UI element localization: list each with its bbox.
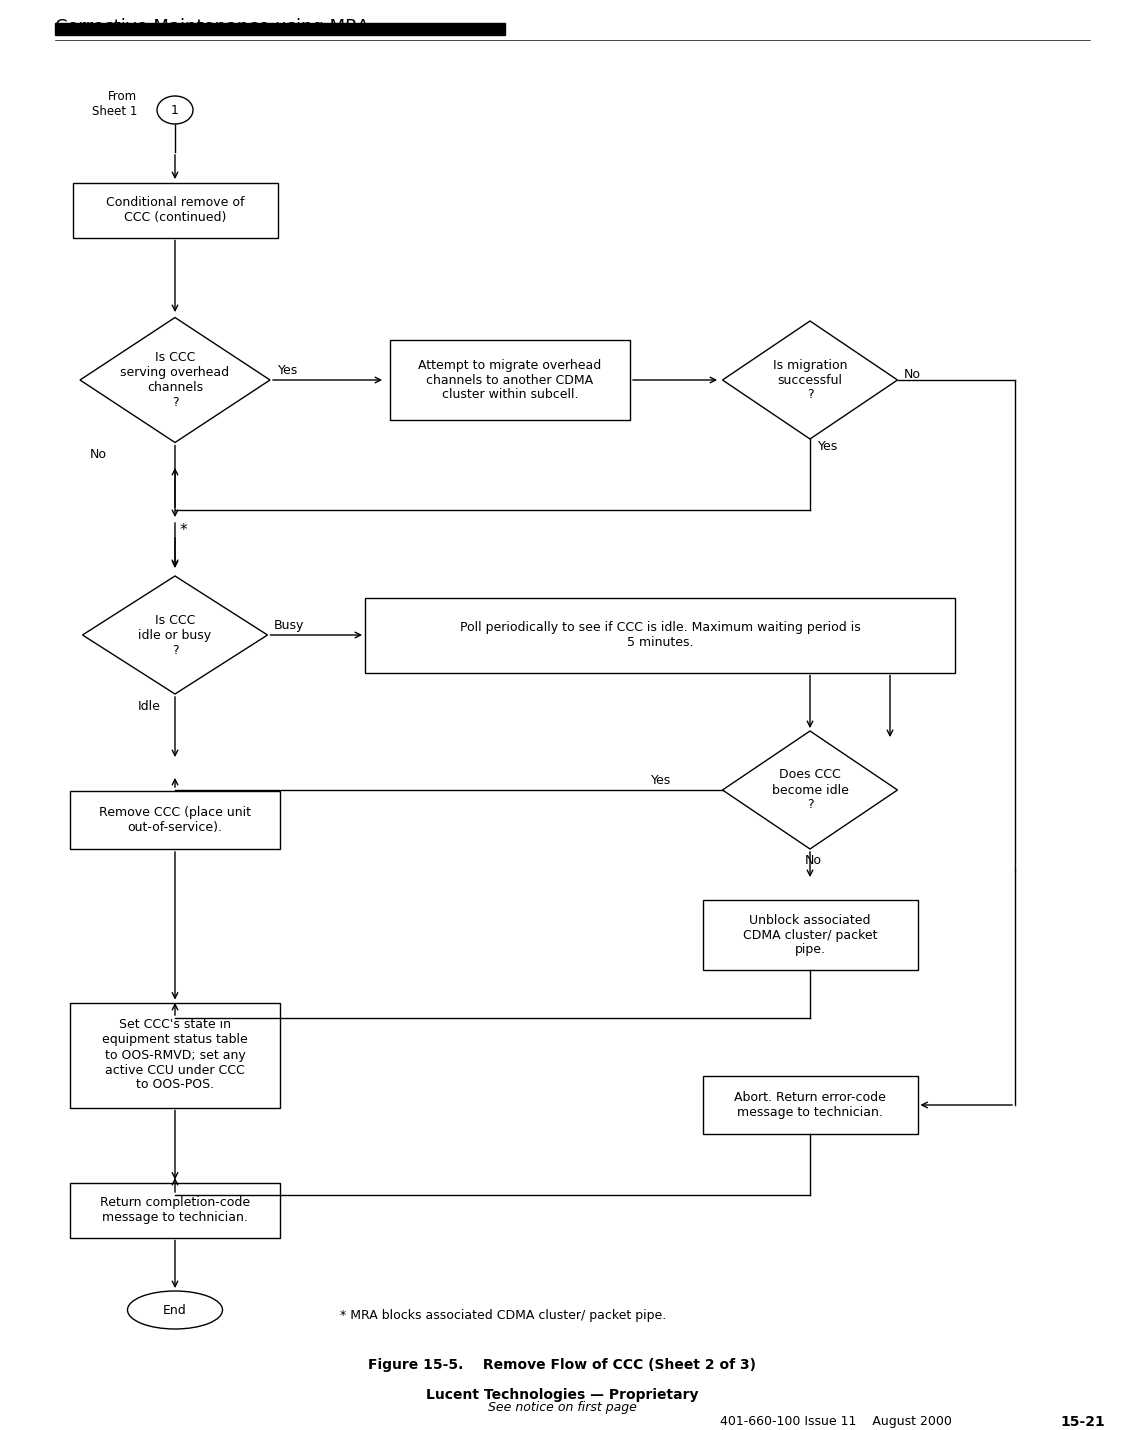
Text: * MRA blocks associated CDMA cluster/ packet pipe.: * MRA blocks associated CDMA cluster/ pa…	[340, 1308, 666, 1321]
Text: Is migration
successful
?: Is migration successful ?	[773, 359, 847, 402]
Text: Yes: Yes	[818, 440, 838, 453]
Text: Return completion-code
message to technician.: Return completion-code message to techni…	[100, 1195, 250, 1224]
Text: Yes: Yes	[650, 774, 670, 786]
Text: End: End	[163, 1304, 187, 1317]
Text: 401-660-100 Issue 11    August 2000: 401-660-100 Issue 11 August 2000	[720, 1416, 952, 1429]
Text: *: *	[180, 522, 188, 538]
Text: Poll periodically to see if CCC is idle. Maximum waiting period is
5 minutes.: Poll periodically to see if CCC is idle.…	[460, 621, 861, 649]
Text: Does CCC
become idle
?: Does CCC become idle ?	[772, 768, 848, 811]
Bar	[70, 791, 280, 849]
Bar	[55, 23, 505, 34]
Text: Corrective Maintenance using MRA: Corrective Maintenance using MRA	[55, 19, 369, 36]
Text: Set CCC's state in
equipment status table
to OOS-RMVD; set any
active CCU under : Set CCC's state in equipment status tabl…	[102, 1018, 248, 1091]
Text: Remove CCC (place unit
out-of-service).: Remove CCC (place unit out-of-service).	[99, 807, 251, 834]
Text: Idle: Idle	[137, 699, 161, 712]
Text: See notice on first page: See notice on first page	[487, 1401, 637, 1414]
Text: 1: 1	[171, 103, 179, 116]
Text: Conditional remove of
CCC (continued): Conditional remove of CCC (continued)	[106, 196, 244, 225]
Polygon shape	[80, 317, 270, 442]
Text: Busy: Busy	[273, 619, 304, 632]
Text: Figure 15-5.    Remove Flow of CCC (Sheet 2 of 3): Figure 15-5. Remove Flow of CCC (Sheet 2…	[368, 1358, 756, 1371]
Polygon shape	[82, 576, 268, 694]
Text: From
Sheet 1: From Sheet 1	[91, 90, 137, 119]
Text: Is CCC
idle or busy
?: Is CCC idle or busy ?	[138, 613, 212, 656]
Bar	[702, 1075, 918, 1134]
Polygon shape	[722, 731, 898, 849]
Bar	[390, 340, 630, 420]
Bar	[364, 598, 955, 672]
Ellipse shape	[127, 1291, 223, 1328]
Polygon shape	[722, 320, 898, 439]
Bar	[702, 899, 918, 970]
Text: Abort. Return error-code
message to technician.: Abort. Return error-code message to tech…	[735, 1091, 886, 1120]
Bar	[72, 183, 278, 237]
Text: Is CCC
serving overhead
channels
?: Is CCC serving overhead channels ?	[120, 350, 230, 409]
Bar	[70, 1002, 280, 1107]
Text: No: No	[806, 855, 822, 868]
Text: Attempt to migrate overhead
channels to another CDMA
cluster within subcell.: Attempt to migrate overhead channels to …	[418, 359, 602, 402]
Bar	[70, 1183, 280, 1237]
Text: Unblock associated
CDMA cluster/ packet
pipe.: Unblock associated CDMA cluster/ packet …	[742, 914, 878, 957]
Text: 15-21: 15-21	[1060, 1416, 1105, 1429]
Text: No: No	[90, 448, 107, 460]
Text: Lucent Technologies — Proprietary: Lucent Technologies — Proprietary	[425, 1389, 699, 1401]
Text: No: No	[903, 368, 920, 380]
Ellipse shape	[158, 96, 194, 124]
Text: Yes: Yes	[278, 363, 298, 376]
